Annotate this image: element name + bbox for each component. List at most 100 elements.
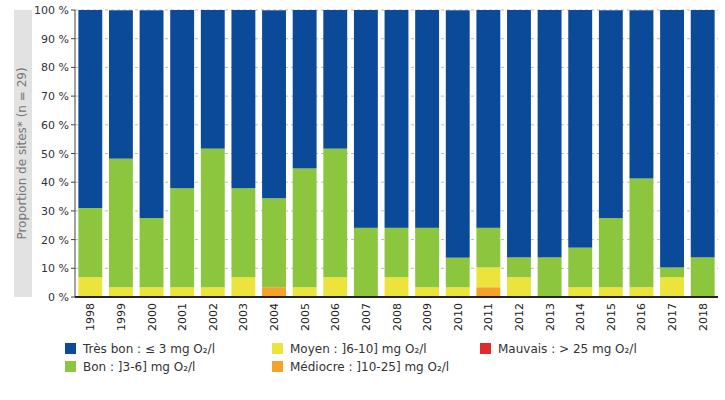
x-tick-label: 2018 xyxy=(697,303,710,331)
bar-segment xyxy=(354,10,378,228)
bar-segment xyxy=(170,287,194,297)
x-tick-label: 2007 xyxy=(360,303,373,331)
x-axis xyxy=(75,296,718,298)
x-tick-label: 2004 xyxy=(268,303,281,331)
y-tick xyxy=(71,268,75,269)
bar-segment xyxy=(78,10,102,208)
bar-segment xyxy=(507,10,531,257)
bar-segment xyxy=(630,287,654,297)
y-tick-label: 50 % xyxy=(41,148,69,161)
bar-segment xyxy=(415,228,439,287)
bar-segment xyxy=(538,257,562,297)
bar-segment xyxy=(140,218,164,287)
bar-segment xyxy=(323,277,347,297)
bar-segment xyxy=(170,188,194,287)
y-tick xyxy=(71,124,75,125)
bar-segment xyxy=(660,267,684,277)
bar-segment xyxy=(385,10,409,228)
bar-segment xyxy=(109,10,133,158)
x-tick-label: 1999 xyxy=(115,303,128,331)
bar-segment xyxy=(385,228,409,277)
bar-segment xyxy=(538,10,562,257)
y-tick-label: 10 % xyxy=(41,262,69,275)
y-tick-label: 60 % xyxy=(41,119,69,132)
bar-segment xyxy=(109,159,133,288)
bar-segment xyxy=(599,218,623,287)
bar-segment xyxy=(109,287,133,297)
x-tick-label: 2013 xyxy=(544,303,557,331)
y-tick-label: 100 % xyxy=(34,4,69,17)
bar-segment xyxy=(231,277,255,297)
x-tick-label: 2001 xyxy=(176,303,189,331)
bar-segment xyxy=(231,10,255,188)
legend-label: Mauvais : > 25 mg O₂/l xyxy=(498,342,637,356)
bar-segment xyxy=(568,10,592,248)
bar-segment xyxy=(660,10,684,267)
x-tick-label: 2008 xyxy=(391,303,404,331)
y-tick xyxy=(71,10,75,11)
x-tick-label: 2014 xyxy=(574,303,587,331)
y-tick-label: 30 % xyxy=(41,205,69,218)
bars xyxy=(78,10,714,297)
bar-segment xyxy=(415,287,439,297)
y-tick xyxy=(71,67,75,68)
bar-segment xyxy=(476,287,500,297)
x-tick-label: 2005 xyxy=(299,303,312,331)
bar-segment xyxy=(476,267,500,287)
y-tick xyxy=(71,153,75,154)
x-tick-label: 2000 xyxy=(146,303,159,331)
bar-segment xyxy=(568,248,592,288)
bar-segment xyxy=(262,287,286,297)
bar-segment xyxy=(385,277,409,297)
bar-segment xyxy=(140,287,164,297)
bar-segment xyxy=(446,10,470,257)
y-tick xyxy=(71,182,75,183)
y-axis xyxy=(75,10,76,297)
y-label-band xyxy=(14,10,32,297)
bar-segment xyxy=(293,10,317,168)
bar-segment xyxy=(201,10,225,149)
legend-swatch xyxy=(480,343,491,354)
bar-segment xyxy=(446,258,470,288)
y-tick-label: 90 % xyxy=(41,33,69,46)
bar-segment xyxy=(262,198,286,287)
legend-label: Bon : ]3-6] mg O₂/l xyxy=(83,360,195,374)
bar-segment xyxy=(691,10,715,257)
bar-segment xyxy=(415,10,439,228)
bar-segment xyxy=(140,10,164,218)
bar-segment xyxy=(201,149,225,288)
legend-swatch xyxy=(65,343,76,354)
x-tick-label: 2003 xyxy=(237,303,250,331)
x-tick-label: 2002 xyxy=(207,303,220,331)
y-tick-label: 0 % xyxy=(48,291,69,304)
y-tick-label: 80 % xyxy=(41,61,69,74)
y-tick xyxy=(71,38,75,39)
bar-segment xyxy=(201,287,225,297)
bar-segment xyxy=(170,10,194,188)
bar-segment xyxy=(691,257,715,297)
x-tick-label: 2016 xyxy=(635,303,648,331)
chart: Proportion de sites* (n = 29)0 %10 %20 %… xyxy=(0,0,725,400)
bar-segment xyxy=(323,10,347,149)
bar-segment xyxy=(78,277,102,297)
bar-segment xyxy=(446,287,470,297)
x-tick-label: 2011 xyxy=(482,303,495,331)
bar-segment xyxy=(293,168,317,287)
y-tick xyxy=(71,210,75,211)
x-tick-label: 2012 xyxy=(513,303,526,331)
bar-segment xyxy=(354,228,378,297)
bar-segment xyxy=(568,287,592,297)
y-tick xyxy=(71,96,75,97)
y-tick xyxy=(71,239,75,240)
bar-segment xyxy=(262,10,286,198)
bar-segment xyxy=(630,178,654,287)
x-tick-label: 2015 xyxy=(605,303,618,331)
x-tick-label: 2017 xyxy=(666,303,679,331)
legend-swatch xyxy=(272,343,283,354)
bar-segment xyxy=(507,257,531,277)
grid-line xyxy=(75,297,718,298)
x-tick-label: 2006 xyxy=(329,303,342,331)
bar-segment xyxy=(293,287,317,297)
x-tick-label: 2009 xyxy=(421,303,434,331)
bar-segment xyxy=(476,10,500,228)
